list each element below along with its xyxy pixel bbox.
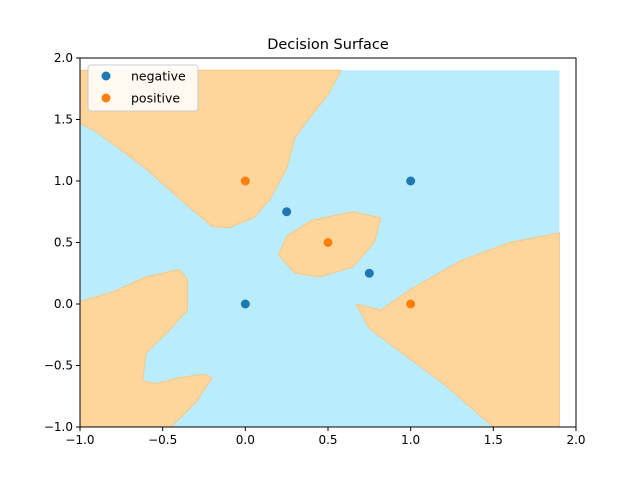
- y-tick-label: 0.0: [54, 297, 73, 311]
- negative-point: [406, 176, 416, 186]
- y-tick-label: 0.5: [54, 236, 73, 250]
- positive-point: [406, 299, 416, 309]
- positive-region-3: [355, 232, 560, 427]
- chart-title: Decision Surface: [267, 37, 389, 53]
- negative-point: [364, 268, 374, 278]
- y-tick-label: 1.0: [54, 174, 73, 188]
- positive-point: [240, 176, 250, 186]
- y-tick-label: −0.5: [44, 359, 73, 373]
- negative-point: [282, 207, 292, 217]
- x-axis: −1.0 −0.5 0.0 0.5 1.0 1.5 2.0: [65, 427, 586, 447]
- legend-label-positive: positive: [131, 91, 180, 106]
- x-tick-label: −0.5: [148, 433, 177, 447]
- negative-point: [240, 299, 250, 309]
- decision-surface: [80, 69, 560, 427]
- plot-area: [79, 57, 577, 428]
- legend-label-negative: negative: [131, 69, 186, 84]
- x-tick-label: 0.0: [236, 433, 255, 447]
- x-tick-label: 1.0: [401, 433, 420, 447]
- y-tick-label: 1.5: [54, 113, 73, 127]
- x-tick-label: 2.0: [566, 433, 585, 447]
- y-tick-label: 2.0: [54, 51, 73, 65]
- positive-region-2: [80, 269, 214, 427]
- x-tick-label: 0.5: [318, 433, 337, 447]
- x-tick-label: 1.5: [484, 433, 503, 447]
- legend: negative positive: [87, 64, 199, 112]
- legend-box: [87, 64, 199, 112]
- positive-point: [323, 238, 333, 247]
- scatter-points: [240, 176, 416, 309]
- x-tick-label: −1.0: [65, 433, 94, 447]
- y-axis: −1.0 −0.5 0.0 0.5 1.0 1.5 2.0: [44, 51, 80, 434]
- y-tick-label: −1.0: [44, 420, 73, 434]
- legend-marker-positive: [101, 93, 111, 103]
- legend-marker-negative: [101, 71, 111, 81]
